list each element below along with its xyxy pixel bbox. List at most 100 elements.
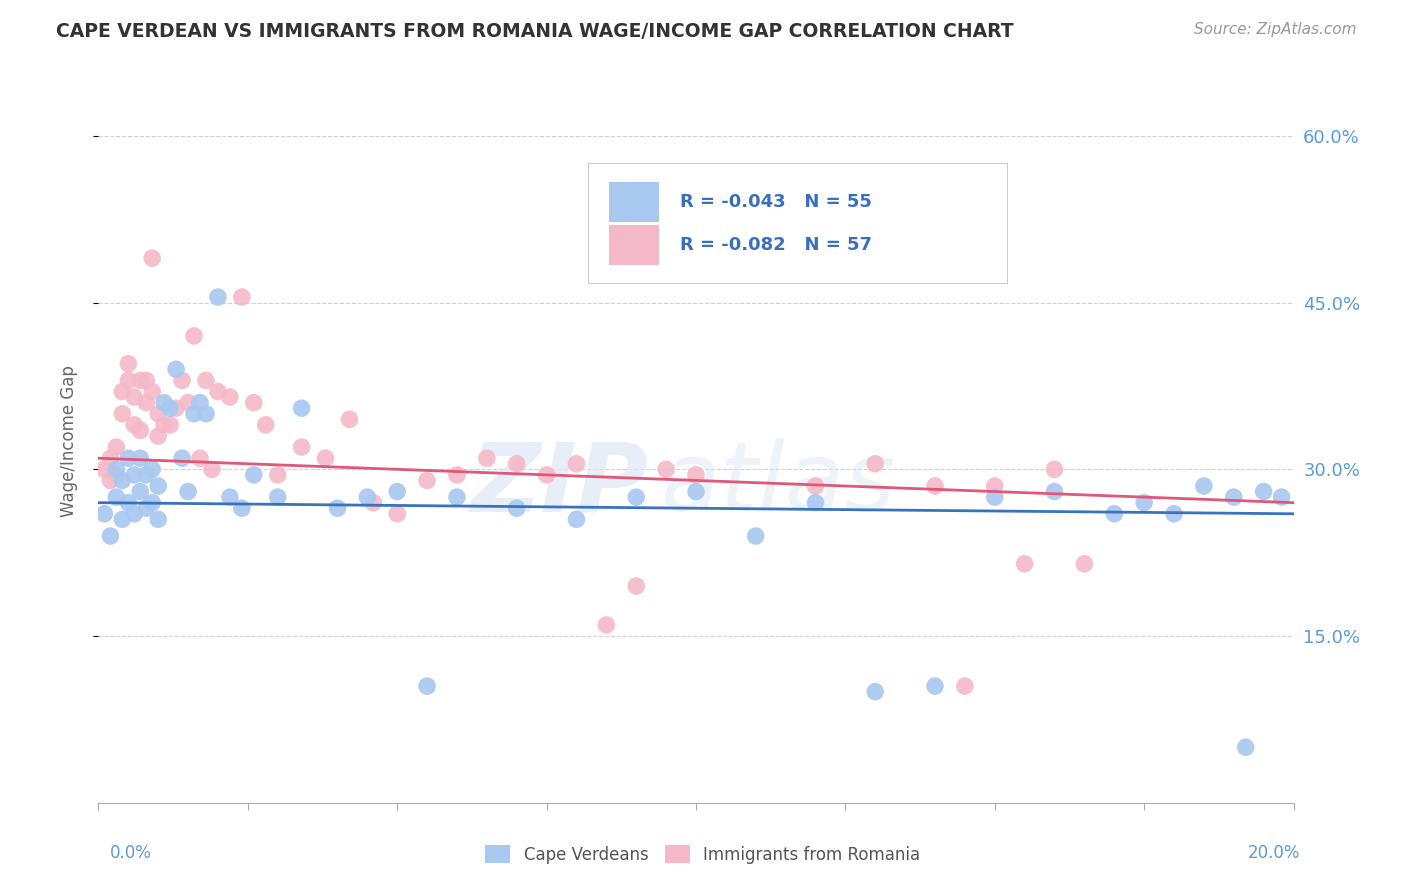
Point [135,501,157,516]
Point [565,457,588,471]
Point [172,373,194,387]
Point [105,440,128,454]
Point [165,401,187,416]
Point [105,467,128,482]
Point [159,417,181,432]
Point [117,496,139,510]
Point [685,467,707,482]
Point [117,451,139,466]
Point [111,384,134,399]
Text: R = -0.082   N = 57: R = -0.082 N = 57 [681,236,873,254]
Point [129,373,152,387]
Text: atlas: atlas [661,438,896,532]
Point [207,290,229,304]
Point [339,412,361,426]
Point [1073,557,1095,571]
Point [231,501,253,516]
Point [153,417,176,432]
Point [446,490,468,504]
FancyBboxPatch shape [609,225,659,265]
Point [506,501,529,516]
Point [416,474,439,488]
Point [195,373,218,387]
Text: R = -0.043   N = 55: R = -0.043 N = 55 [681,193,872,211]
Point [124,390,146,404]
Point [363,496,385,510]
Point [745,529,768,543]
FancyBboxPatch shape [589,163,1007,283]
Point [201,462,224,476]
Point [1043,484,1066,499]
Point [254,417,277,432]
Point [165,362,187,376]
Point [105,490,128,504]
Point [243,395,266,409]
Text: Source: ZipAtlas.com: Source: ZipAtlas.com [1194,22,1357,37]
Point [356,490,378,504]
Point [1163,507,1185,521]
Point [685,484,707,499]
Point [804,496,827,510]
Point [655,462,678,476]
Point [595,618,617,632]
Text: CAPE VERDEAN VS IMMIGRANTS FROM ROMANIA WAGE/INCOME GAP CORRELATION CHART: CAPE VERDEAN VS IMMIGRANTS FROM ROMANIA … [56,22,1014,41]
Point [135,395,157,409]
Point [1192,479,1215,493]
Point [177,484,200,499]
Point [416,679,439,693]
Point [953,679,976,693]
Point [124,467,146,482]
Point [207,384,229,399]
Point [291,440,314,454]
Point [984,479,1007,493]
Point [1253,484,1275,499]
Point [148,479,170,493]
Point [148,407,170,421]
Point [141,462,163,476]
Point [475,451,498,466]
Point [446,467,468,482]
Point [188,451,211,466]
Point [219,490,242,504]
Point [135,373,157,387]
Point [1133,496,1156,510]
Point [183,407,205,421]
Point [129,424,152,438]
Point [177,395,200,409]
Point [117,373,139,387]
Point [111,474,134,488]
Point [267,490,290,504]
Point [93,462,115,476]
Point [924,679,946,693]
Text: 0.0%: 0.0% [110,844,152,862]
Point [865,457,887,471]
Y-axis label: Wage/Income Gap: Wage/Income Gap [59,366,77,517]
Point [865,684,887,698]
Point [804,479,827,493]
Point [98,529,122,543]
Point [1043,462,1066,476]
Point [98,451,122,466]
Point [243,467,266,482]
Point [183,329,205,343]
Point [148,429,170,443]
Point [129,451,152,466]
Point [195,407,218,421]
Point [135,467,157,482]
Point [267,467,290,482]
Point [141,251,163,265]
Point [385,484,409,499]
Point [141,496,163,510]
Point [231,290,253,304]
Point [159,401,181,416]
Point [129,484,152,499]
Point [93,507,115,521]
Point [565,512,588,526]
Text: ZIP: ZIP [470,438,648,532]
Point [626,579,648,593]
Text: 20.0%: 20.0% [1249,844,1301,862]
Point [984,490,1007,504]
Legend: Cape Verdeans, Immigrants from Romania: Cape Verdeans, Immigrants from Romania [478,838,928,871]
Point [924,479,946,493]
Point [111,512,134,526]
